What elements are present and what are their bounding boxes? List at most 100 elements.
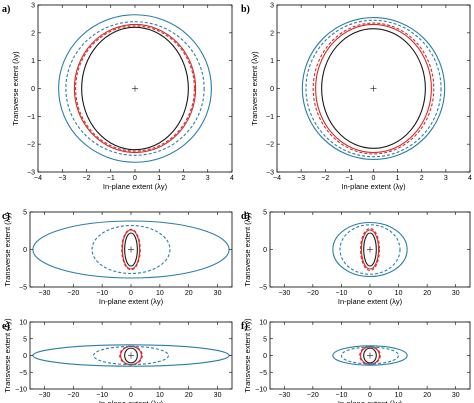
x-tick-label: −3 — [58, 175, 66, 182]
y-axis-label: Transverse extent (λy) — [11, 51, 20, 126]
x-tick-label: 30 — [214, 290, 222, 297]
red-dashed-curve — [75, 25, 195, 152]
teal-dashed-curve — [92, 345, 170, 366]
black-solid-curve — [363, 347, 377, 364]
red-dashed-curve — [360, 227, 380, 272]
y-tick-label: 0 — [23, 247, 27, 254]
y-tick-label: 2 — [31, 30, 35, 37]
panel-label: c) — [2, 211, 10, 222]
y-axis-label: Transverse extent (λy) — [243, 212, 252, 287]
curves — [301, 16, 446, 161]
y-tick-label: −10 — [15, 387, 27, 394]
y-tick-label: 10 — [259, 320, 267, 327]
curves — [332, 345, 408, 366]
teal-dashed-curve — [305, 19, 442, 158]
y-tick-label: 0 — [263, 353, 267, 360]
x-tick-label: 10 — [395, 392, 403, 399]
teal-dashed-curve — [339, 224, 401, 275]
panel-label: f) — [241, 321, 248, 332]
teal-dashed-curve — [91, 224, 171, 275]
x-tick-label: 2 — [182, 175, 186, 182]
red-solid-curve — [315, 23, 432, 154]
black-solid-curve — [124, 232, 138, 267]
red-dashed-curve — [121, 228, 141, 271]
x-tick-label: 0 — [368, 290, 372, 297]
y-tick-label: −3 — [266, 170, 274, 177]
x-axis-label: In-plane extent (λy) — [99, 399, 164, 403]
y-tick-label: 3 — [270, 3, 274, 10]
x-tick-label: −20 — [67, 392, 79, 399]
panel-label: d) — [241, 211, 250, 222]
x-tick-label: 30 — [214, 392, 222, 399]
panel-label: e) — [2, 321, 10, 332]
red-solid-curve — [360, 229, 380, 270]
x-tick-label: −1 — [345, 175, 353, 182]
x-axis-label: In-plane extent (λy) — [341, 182, 406, 191]
red-dashed-curve — [359, 345, 381, 366]
y-tick-label: 0 — [263, 247, 267, 254]
x-tick-label: 1 — [396, 175, 400, 182]
x-tick-label: 0 — [372, 175, 376, 182]
red-solid-curve — [121, 229, 141, 270]
y-axis-label: Transverse extent (λy) — [250, 51, 259, 126]
y-tick-label: 1 — [31, 58, 35, 65]
black-solid-curve — [321, 28, 426, 149]
x-axis-label: In-plane extent (λy) — [103, 182, 168, 191]
x-tick-label: 1 — [157, 175, 161, 182]
x-tick-label: 10 — [156, 290, 164, 297]
x-tick-label: −4 — [273, 175, 281, 182]
x-tick-label: 4 — [230, 175, 234, 182]
y-tick-label: −5 — [259, 370, 267, 377]
y-tick-label: −1 — [27, 114, 35, 121]
y-tick-label: −5 — [259, 285, 267, 292]
x-tick-label: 4 — [468, 175, 472, 182]
red-solid-curve — [73, 23, 197, 154]
x-tick-label: 3 — [206, 175, 210, 182]
x-tick-label: 0 — [129, 290, 133, 297]
x-tick-label: −20 — [307, 290, 319, 297]
teal-solid-curve — [332, 345, 408, 366]
y-tick-label: −2 — [266, 142, 274, 149]
y-tick-label: −10 — [255, 387, 267, 394]
x-axis-label: In-plane extent (λy) — [338, 399, 403, 403]
x-tick-label: −20 — [67, 290, 79, 297]
panel-label: b) — [241, 4, 250, 15]
x-tick-label: 10 — [156, 392, 164, 399]
x-tick-label: −2 — [321, 175, 329, 182]
y-tick-label: 5 — [263, 336, 267, 343]
y-axis-label: Transverse extent (λy) — [3, 212, 12, 287]
x-tick-label: −10 — [96, 290, 108, 297]
x-tick-label: 20 — [185, 392, 193, 399]
y-tick-label: −1 — [266, 114, 274, 121]
y-tick-label: 1 — [270, 58, 274, 65]
x-tick-label: −30 — [278, 392, 290, 399]
teal-dashed-curve — [65, 21, 205, 156]
y-tick-label: 0 — [23, 353, 27, 360]
x-tick-label: 0 — [368, 392, 372, 399]
x-tick-label: −10 — [335, 290, 347, 297]
x-tick-label: 20 — [185, 290, 193, 297]
x-tick-label: −10 — [335, 392, 347, 399]
x-tick-label: −30 — [278, 290, 290, 297]
black-solid-curve — [363, 232, 377, 267]
x-tick-label: −4 — [34, 175, 42, 182]
red-dashed-curve — [119, 345, 143, 366]
y-tick-label: −5 — [19, 285, 27, 292]
x-tick-label: −30 — [38, 290, 50, 297]
y-tick-label: 5 — [23, 336, 27, 343]
panel-c: −30 −20 −10 0 10 20 30 −5 0 5 In-plane extent (λy)… — [2, 210, 233, 306]
x-tick-label: −3 — [297, 175, 305, 182]
y-tick-label: 5 — [23, 210, 27, 217]
x-tick-label: 0 — [133, 175, 137, 182]
y-axis-label: Transverse extent (λy) — [243, 318, 252, 393]
x-tick-label: 2 — [420, 175, 424, 182]
teal-solid-curve — [301, 16, 446, 161]
x-tick-label: 20 — [423, 392, 431, 399]
panel-d: −30 −20 −10 0 10 20 30 −5 0 5 In-plane extent (λy)… — [241, 210, 471, 306]
y-tick-label: 0 — [31, 86, 35, 93]
